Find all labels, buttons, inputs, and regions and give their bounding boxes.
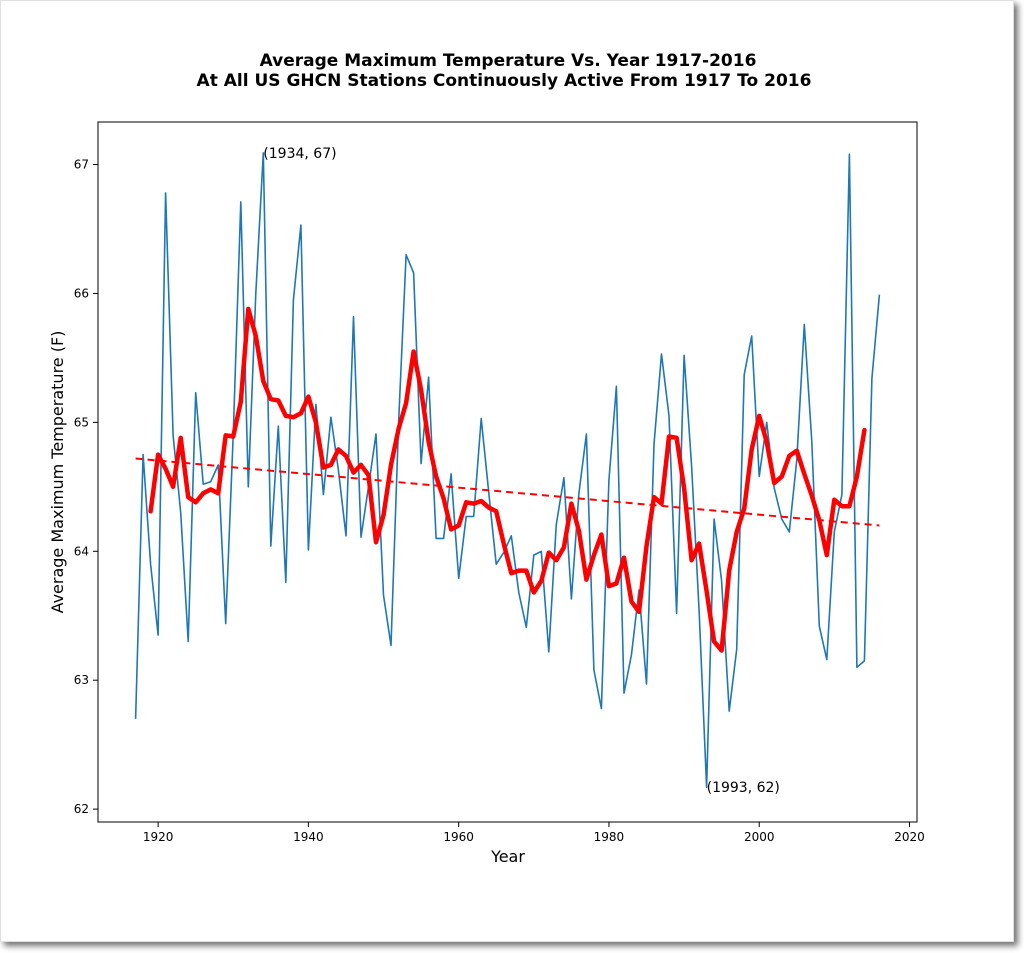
- plot-area-frame: [97, 121, 918, 823]
- chart-title: Average Maximum Temperature Vs. Year 191…: [260, 51, 757, 71]
- x-tick-label: 1980: [594, 830, 625, 844]
- x-tick-label: 1960: [443, 830, 474, 844]
- y-tick-label: 64: [74, 544, 89, 558]
- chart-subtitle: At All US GHCN Stations Continuously Act…: [197, 71, 812, 91]
- x-axis-label: Year: [490, 847, 525, 866]
- y-axis-label: Average Maximum Temperature (F): [48, 331, 67, 614]
- y-tick-label: 67: [74, 158, 89, 172]
- y-tick-label: 66: [74, 286, 89, 300]
- annotation-max: (1934, 67): [263, 146, 336, 162]
- y-tick-label: 62: [74, 802, 89, 816]
- x-tick-label: 2000: [744, 830, 775, 844]
- y-tick-label: 63: [74, 673, 89, 687]
- x-tick-label: 1920: [143, 830, 174, 844]
- y-tick-label: 65: [74, 415, 89, 429]
- figure-frame: [0, 0, 1014, 942]
- annotation-min: (1993, 62): [707, 780, 780, 796]
- x-tick-label: 1940: [293, 830, 324, 844]
- x-tick-label: 2020: [894, 830, 925, 844]
- series-line-smoothed: [148, 306, 867, 653]
- trend-line: [135, 457, 880, 527]
- series-line-annual: [134, 152, 881, 789]
